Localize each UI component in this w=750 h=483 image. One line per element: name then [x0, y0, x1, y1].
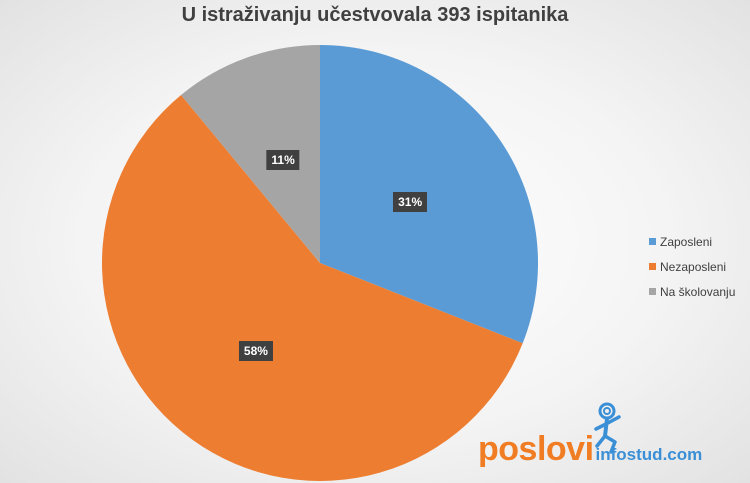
brand-wordmark: poslovi infostud.com [478, 430, 702, 469]
legend: Zaposleni Nezaposleni Na školovanju [649, 229, 735, 304]
data-label-1: 58% [238, 341, 273, 362]
data-label-0: 31% [393, 191, 428, 212]
pie-slice-0 [320, 44, 538, 344]
brand-logo: poslovi infostud.com [478, 402, 728, 472]
legend-swatch-1 [649, 263, 656, 270]
figure-logo-icon [594, 402, 621, 454]
brand-domain: infostud.com [595, 445, 703, 464]
data-label-2: 11% [266, 150, 300, 171]
legend-label-1: Nezaposleni [660, 259, 727, 274]
legend-label-2: Na školovanju [660, 284, 736, 299]
pie-slice-2 [181, 45, 320, 263]
legend-label-0: Zaposleni [660, 234, 713, 249]
legend-item-0: Zaposleni [649, 229, 735, 254]
brand-name: poslovi [478, 430, 594, 468]
legend-item-2: Na školovanju [649, 279, 735, 304]
chart-title: U istraživanju učestvovala 393 ispitanik… [181, 4, 569, 26]
pie-slice-1 [102, 95, 523, 481]
legend-swatch-2 [649, 288, 656, 295]
legend-swatch-0 [649, 238, 656, 245]
legend-item-1: Nezaposleni [649, 254, 735, 279]
